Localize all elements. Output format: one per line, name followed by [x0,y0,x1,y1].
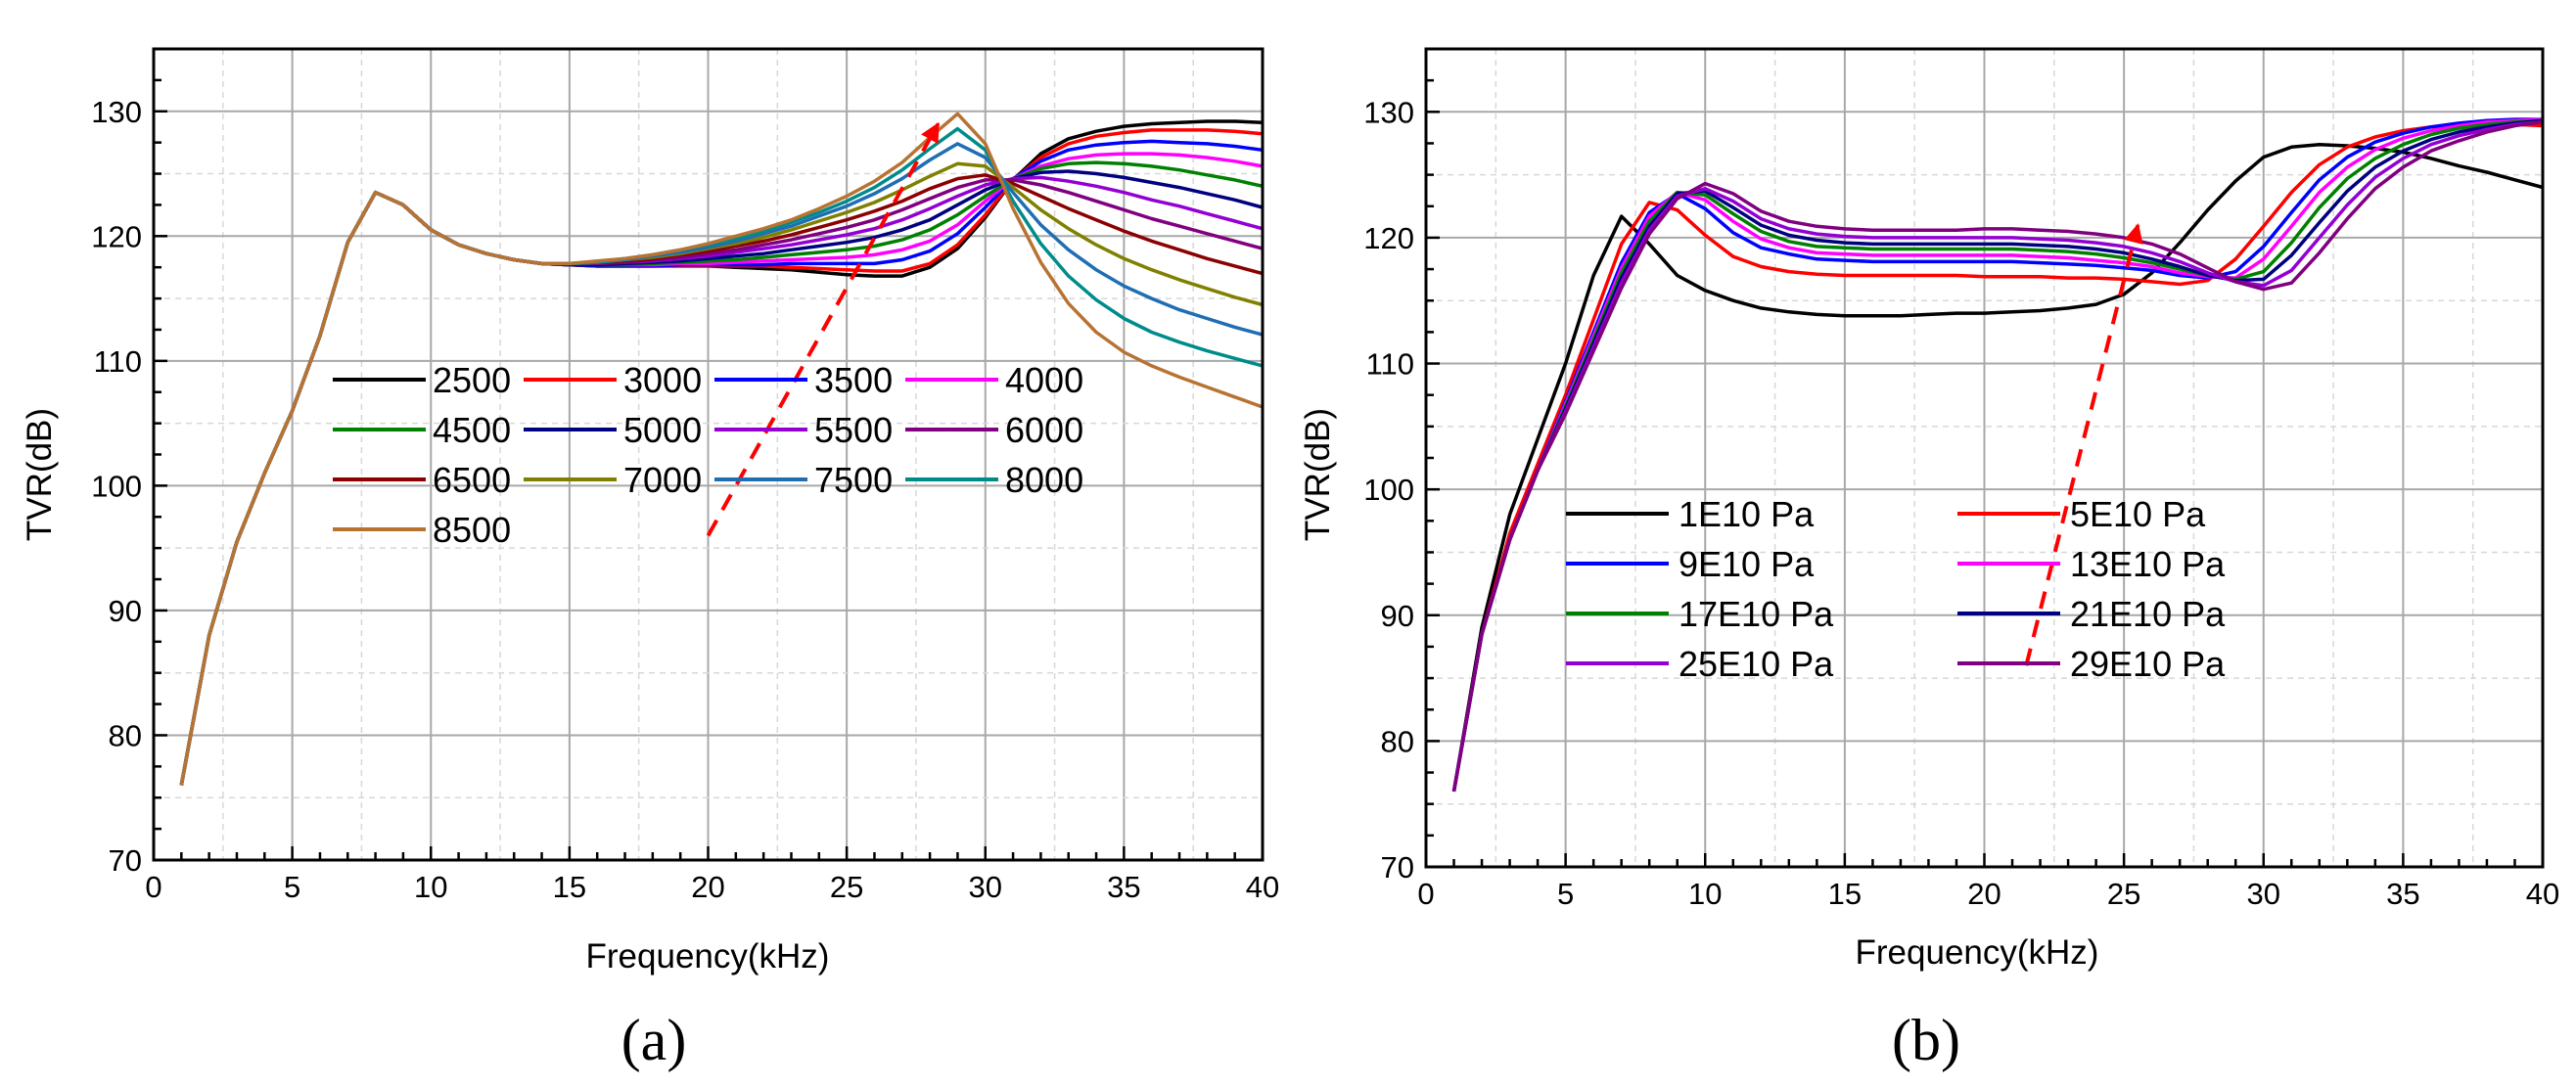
x-tick-label: 0 [1417,877,1434,911]
series-line-3000 [179,128,1264,786]
legend-label: 4000 [1005,360,1083,400]
y-tick-label: 130 [91,95,142,129]
series-line-5E10-Pa [1451,122,2544,793]
legend-label: 8500 [433,510,511,550]
panel-label-b: (b) [1892,1008,1960,1072]
x-tick-label: 35 [2386,877,2419,911]
legend-label: 7500 [814,460,893,500]
y-axis-title-a: TVR(dB) [21,408,59,541]
y-tick-label: 110 [1366,347,1414,382]
series-panel-b [1451,117,2544,793]
x-tick-label: 5 [284,870,300,904]
x-axis-title-a: Frequency(kHz) [586,937,830,976]
series-line-8500 [179,112,1264,786]
y-tick-label: 100 [1363,473,1414,507]
legend-label: 13E10 Pa [2070,544,2226,584]
axis-ticks-a: 0 5 10 15 20 25 30 35 40 70 80 90 100 110 120 130 [91,47,1279,904]
trend-arrow-line [706,121,941,537]
legend-label: 4500 [433,410,511,450]
legend-label: 8000 [1005,460,1083,500]
series-line-3500 [179,139,1264,786]
legend-label: 29E10 Pa [2070,644,2226,684]
y-tick-label: 70 [1381,850,1414,885]
legend-a: 2500 3000 3500 4000 4500 5000 5500 6000 6500 7000… [333,360,1083,550]
axis-ticks-b: 0 5 10 15 20 25 30 35 40 70 80 90 100 110 120 130 [1363,47,2559,911]
x-tick-label: 5 [1557,877,1574,911]
legend-label: 21E10 Pa [2070,594,2226,634]
x-tick-label: 40 [2526,877,2559,911]
y-tick-label: 80 [1381,724,1414,758]
x-tick-label: 30 [2247,877,2280,911]
y-axis-title-b: TVR(dB) [1299,408,1337,541]
x-tick-label: 15 [553,870,586,904]
legend-label: 7000 [623,460,702,500]
series-line-8000 [179,126,1264,786]
x-tick-label: 25 [2107,877,2140,911]
legend-label: 17E10 Pa [1679,594,1834,634]
legend-label: 5500 [814,410,893,450]
series-line-13E10-Pa [1451,117,2544,793]
trend-arrow-b [2024,223,2143,666]
series-line-29E10-Pa [1451,119,2544,793]
legend-label: 1E10 Pa [1679,494,1815,534]
chart-panel-b: 0 5 10 15 20 25 30 35 40 70 80 90 100 110 120 130 1E10 … [1299,47,2559,1072]
legend-label: 2500 [433,360,511,400]
y-tick-label: 100 [91,469,142,503]
series-line-1E10-Pa [1451,142,2544,793]
series-line-17E10-Pa [1451,118,2544,793]
y-tick-label: 90 [1381,599,1414,633]
y-tick-label: 110 [94,344,142,379]
grid-panel-b [1426,49,2543,867]
chart-panel-a: 0 5 10 15 20 25 30 35 40 70 80 90 100 110 120 130 2500 3… [21,47,1279,1072]
x-axis-title-b: Frequency(kHz) [1856,933,2099,972]
y-tick-label: 90 [109,594,142,628]
x-tick-label: 10 [1688,877,1722,911]
legend-label: 5E10 Pa [2070,494,2206,534]
x-tick-label: 20 [691,870,724,904]
y-tick-label: 120 [1363,221,1414,255]
legend-label: 6500 [433,460,511,500]
y-tick-label: 70 [109,843,142,878]
y-tick-label: 130 [1363,95,1414,129]
y-tick-label: 120 [91,219,142,253]
x-tick-label: 0 [145,870,161,904]
x-tick-label: 40 [1246,870,1279,904]
legend-label: 5000 [623,410,702,450]
legend-label: 9E10 Pa [1679,544,1815,584]
x-tick-label: 10 [414,870,447,904]
series-line-21E10-Pa [1451,118,2544,793]
x-tick-label: 20 [1967,877,2001,911]
series-line-25E10-Pa [1451,119,2544,793]
y-tick-label: 80 [109,718,142,752]
series-line-9E10-Pa [1451,117,2543,793]
legend-label: 3500 [814,360,893,400]
legend-label: 3000 [623,360,702,400]
x-tick-label: 15 [1828,877,1862,911]
x-tick-label: 25 [830,870,863,904]
trend-arrow-line [2024,223,2143,666]
legend-b: 1E10 Pa 5E10 Pa 9E10 Pa 13E10 Pa 17E10 Pa 21E… [1566,494,2226,684]
legend-label: 25E10 Pa [1679,644,1834,684]
x-tick-label: 30 [969,870,1002,904]
trend-arrow-a [706,121,941,537]
grid-panel-a [154,49,1263,860]
legend-label: 6000 [1005,410,1083,450]
panel-label-a: (a) [621,1008,687,1072]
x-tick-label: 35 [1107,870,1140,904]
series-panel-a [179,112,1264,786]
